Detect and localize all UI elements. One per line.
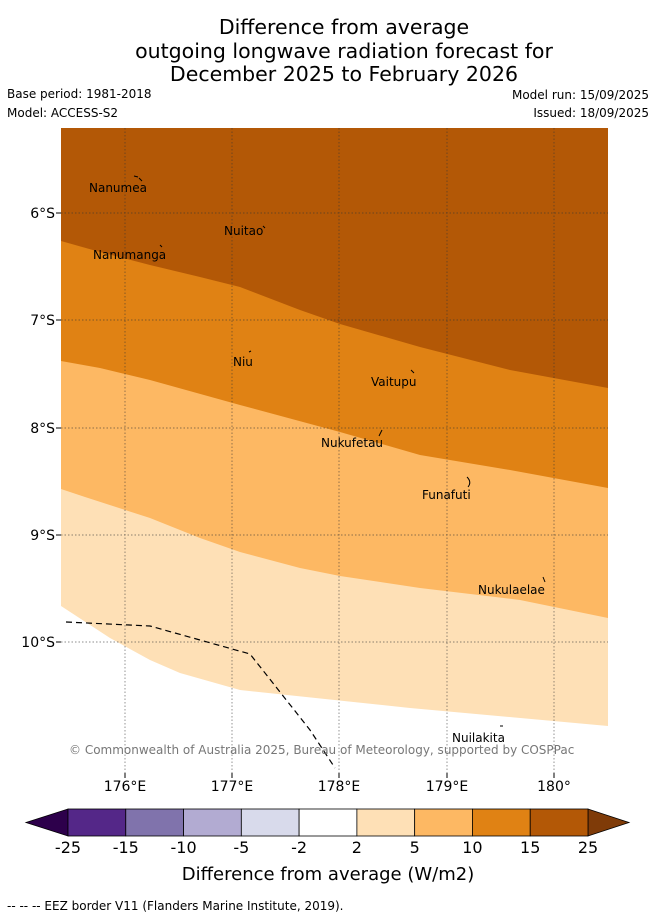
y-tick-10s: 10°S xyxy=(21,635,55,651)
colorbar-over-arrow xyxy=(587,808,631,837)
place-label-nanumea: Nanumea xyxy=(89,181,147,195)
place-label-vaitupu: Vaitupu xyxy=(371,375,417,389)
island-nuitao xyxy=(262,225,266,229)
model-run: Model run: 15/09/2025 xyxy=(511,88,649,102)
place-label-nuilakita: Nuilakita xyxy=(452,731,505,745)
eez-footnote: -- -- -- EEZ border V11 (Flanders Marine… xyxy=(7,899,344,913)
x-axis-ticks: 176°E 177°E 178°E 179°E 180° xyxy=(104,773,571,795)
island-nanumanga xyxy=(159,244,163,248)
grid-lines xyxy=(61,128,608,773)
colorbar-swatch xyxy=(183,808,242,837)
x-tick-180: 180° xyxy=(537,779,571,795)
place-label-nuitao: Nuitao xyxy=(224,224,263,238)
island-funafuti xyxy=(466,476,471,488)
colorbar: -25 -15 -10 -5 -2 2 5 10 15 25 xyxy=(24,808,631,857)
island-nanumea xyxy=(133,175,143,182)
place-label-nukufetau: Nukufetau xyxy=(321,436,383,450)
title-line-3: December 2025 to February 2026 xyxy=(169,62,519,86)
colorbar-swatch xyxy=(125,808,184,837)
y-axis-ticks: 6°S 7°S 8°S 9°S 10°S xyxy=(21,206,61,651)
y-tick-6s: 6°S xyxy=(30,206,55,222)
island-niu xyxy=(248,350,252,353)
colorbar-title: Difference from average (W/m2) xyxy=(182,864,474,885)
colorbar-tick-label: 10 xyxy=(462,838,482,857)
x-tick-176e: 176°E xyxy=(104,779,147,795)
colorbar-swatch xyxy=(356,808,416,837)
colorbar-tick-label: 2 xyxy=(352,838,362,857)
y-tick-9s: 9°S xyxy=(30,528,55,544)
colorbar-tick-label: 15 xyxy=(520,838,540,857)
colorbar-swatch xyxy=(240,808,300,837)
title-line-2: outgoing longwave radiation forecast for xyxy=(135,38,553,63)
band-15-25 xyxy=(61,128,608,388)
y-tick-8s: 8°S xyxy=(30,421,55,437)
colorbar-tick-label: -25 xyxy=(55,838,81,857)
colorbar-swatch xyxy=(298,808,358,837)
eez-border xyxy=(65,621,336,769)
colorbar-under-arrow xyxy=(24,808,69,837)
place-labels: Nanumea Nuitao Nanumanga Niu Vaitupu Nuk… xyxy=(89,181,545,745)
colorbar-tick-label: -5 xyxy=(233,838,249,857)
x-tick-177e: 177°E xyxy=(211,779,254,795)
colorbar-swatch xyxy=(414,808,473,837)
island-nukufetau xyxy=(378,429,383,437)
colorbar-tick-label: -15 xyxy=(113,838,139,857)
colorbar-tick-label: -2 xyxy=(291,838,307,857)
title-line-1: Difference from average xyxy=(218,15,470,39)
copyright-notice: © Commonwealth of Australia 2025, Bureau… xyxy=(69,743,574,757)
model-name: Model: ACCESS-S2 xyxy=(7,106,119,120)
island-outlines xyxy=(133,175,546,727)
place-label-niu: Niu xyxy=(233,355,253,369)
base-period: Base period: 1981-2018 xyxy=(7,87,152,101)
island-nukulaelae xyxy=(542,576,546,583)
chart-title: Difference from average outgoing longwav… xyxy=(0,15,655,87)
place-label-nukulaelae: Nukulaelae xyxy=(478,583,545,597)
island-vaitupu xyxy=(410,369,415,374)
issued-date: Issued: 18/09/2025 xyxy=(533,106,649,120)
colorbar-swatch xyxy=(67,808,127,837)
x-tick-179e: 179°E xyxy=(426,779,469,795)
colorbar-tick-label: -10 xyxy=(170,838,196,857)
colorbar-swatch xyxy=(529,808,589,837)
colorbar-swatch xyxy=(472,808,531,837)
x-tick-178e: 178°E xyxy=(318,779,361,795)
colorbar-tick-label: 5 xyxy=(410,838,420,857)
y-tick-7s: 7°S xyxy=(30,313,55,329)
place-label-nanumanga: Nanumanga xyxy=(93,248,166,262)
place-label-funafuti: Funafuti xyxy=(422,488,471,502)
colorbar-tick-label: 25 xyxy=(578,838,598,857)
